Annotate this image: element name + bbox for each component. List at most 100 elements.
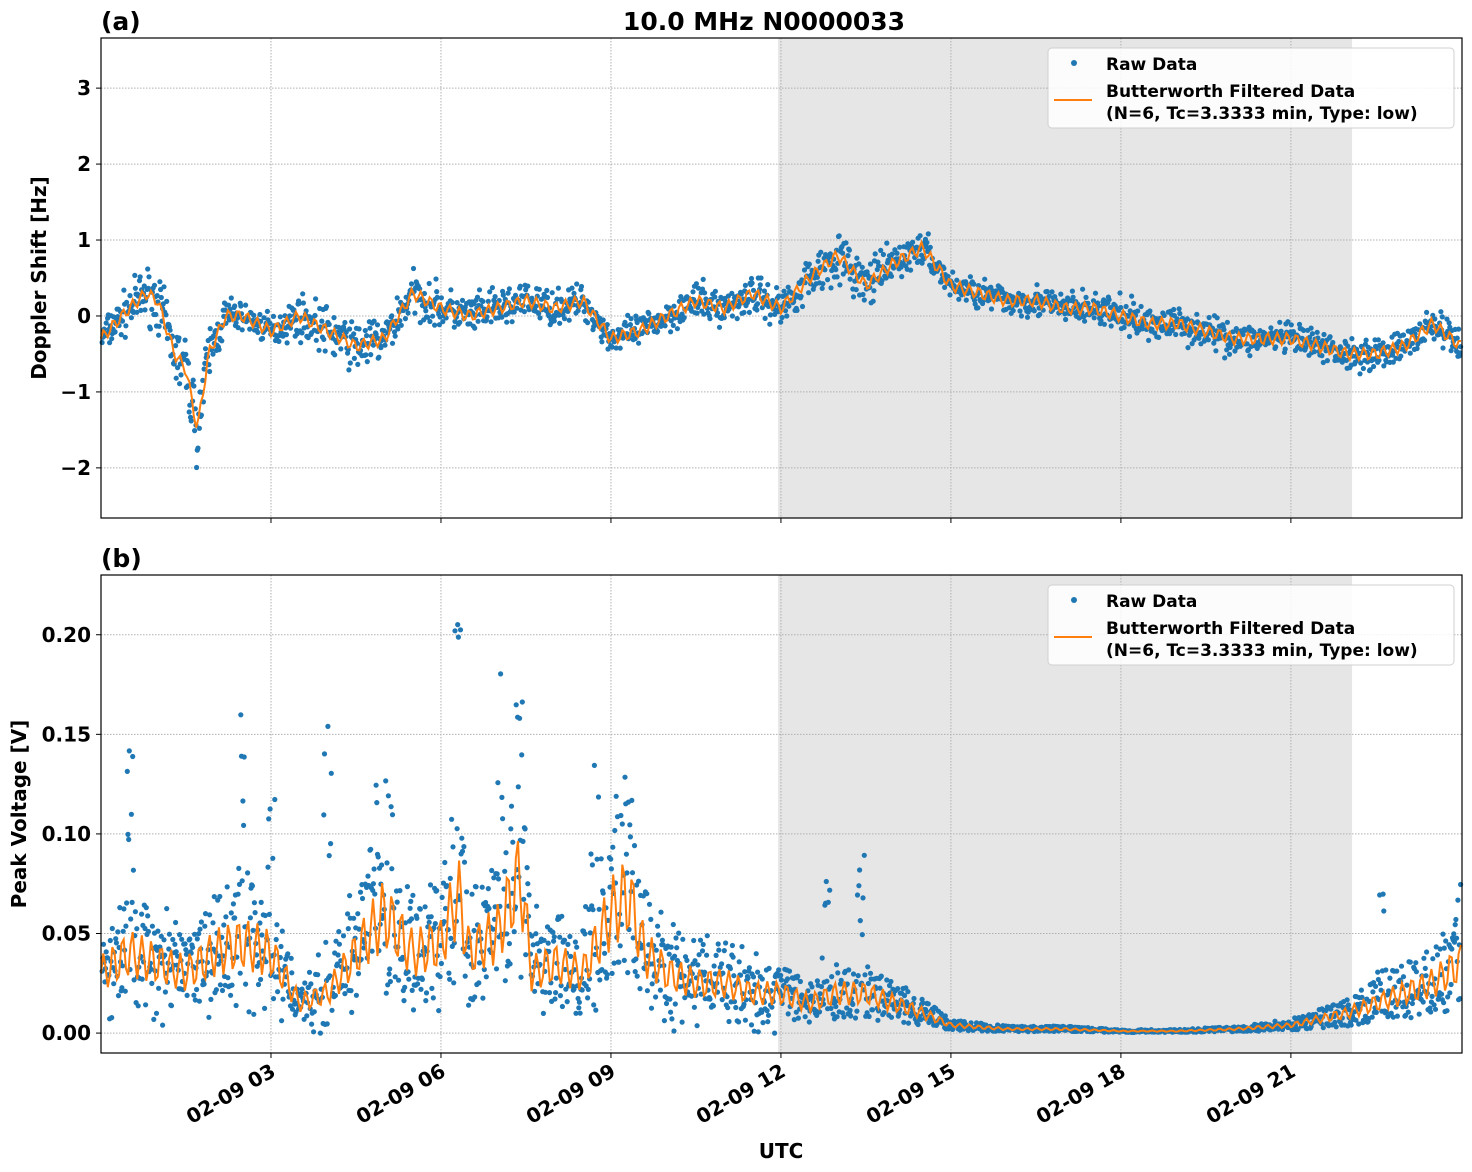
raw-data-point (1380, 891, 1386, 897)
raw-data-point (1161, 312, 1167, 318)
raw-data-point (802, 1014, 808, 1020)
raw-data-point (285, 951, 291, 957)
raw-data-point (542, 989, 549, 995)
raw-data-point (571, 290, 577, 296)
raw-data-point (551, 934, 557, 940)
raw-data-point (397, 888, 403, 894)
raw-data-point (280, 996, 286, 1002)
raw-data-point (574, 944, 580, 950)
raw-data-point (383, 990, 389, 996)
raw-data-point (1058, 291, 1064, 297)
raw-data-point (1407, 959, 1413, 965)
raw-data-point (166, 931, 172, 937)
raw-data-point (776, 967, 782, 973)
raw-data-point (519, 699, 525, 705)
raw-data-point (791, 1017, 797, 1023)
raw-data-point (488, 319, 494, 325)
raw-data-point (367, 325, 373, 331)
raw-data-point (499, 314, 505, 320)
raw-data-point (495, 780, 501, 786)
raw-data-point (820, 281, 826, 287)
raw-data-point (1214, 315, 1220, 321)
raw-data-point (544, 287, 550, 293)
raw-data-point (695, 962, 701, 968)
raw-data-point (124, 768, 130, 775)
raw-data-point (1146, 337, 1152, 343)
raw-data-point (506, 941, 512, 947)
raw-data-point (369, 948, 375, 954)
raw-data-point (190, 944, 196, 951)
raw-data-point (119, 963, 126, 969)
raw-data-point (113, 940, 119, 946)
raw-data-point (660, 942, 666, 948)
raw-data-point (288, 955, 294, 961)
raw-data-point (491, 875, 497, 881)
raw-data-point (587, 930, 593, 936)
raw-data-point (386, 971, 392, 977)
raw-data-point (797, 978, 804, 985)
raw-data-point (786, 303, 792, 309)
raw-data-point (707, 316, 713, 322)
raw-data-point (585, 320, 591, 326)
x-axis-label: UTC (759, 1139, 804, 1163)
raw-data-point (806, 290, 812, 296)
raw-data-point (861, 297, 867, 303)
raw-data-point (850, 1001, 856, 1008)
y-tick-label: −2 (60, 456, 91, 480)
raw-data-point (522, 826, 528, 832)
raw-data-point (446, 970, 452, 976)
raw-data-point (750, 287, 757, 293)
raw-data-point (521, 309, 528, 315)
raw-data-point (1444, 1008, 1450, 1014)
x-tick-label: 02-09 18 (1032, 1059, 1130, 1129)
raw-data-point (451, 980, 457, 986)
raw-data-point (1348, 1022, 1354, 1028)
raw-data-point (421, 290, 427, 297)
raw-data-point (895, 986, 901, 992)
raw-data-point (856, 261, 862, 267)
raw-data-point (729, 942, 736, 949)
raw-data-point (417, 906, 423, 912)
raw-data-point (432, 921, 438, 927)
raw-data-point (742, 1017, 749, 1023)
raw-data-point (779, 314, 785, 321)
raw-data-point (487, 289, 493, 295)
raw-data-point (418, 986, 424, 992)
raw-data-point (1147, 308, 1153, 314)
raw-data-point (899, 274, 905, 280)
raw-data-point (667, 996, 673, 1002)
x-tick-label: 02-09 03 (182, 1059, 280, 1129)
y-tick-label: 0.00 (42, 1021, 91, 1045)
raw-data-point (143, 1002, 149, 1008)
raw-data-point (1010, 308, 1016, 314)
raw-data-point (555, 285, 562, 291)
raw-data-point (1440, 345, 1446, 351)
raw-data-point (595, 794, 602, 800)
raw-data-point (208, 996, 214, 1003)
raw-data-point (243, 302, 249, 308)
raw-data-point (698, 991, 704, 997)
raw-data-point (637, 986, 643, 992)
raw-data-point (442, 859, 448, 866)
raw-data-point (588, 851, 594, 857)
raw-data-point (164, 906, 170, 912)
y-tick-label: 0.20 (42, 623, 91, 647)
raw-data-point (754, 307, 760, 313)
raw-data-point (345, 346, 351, 353)
raw-data-point (127, 293, 133, 299)
raw-data-point (383, 778, 389, 784)
raw-data-point (255, 981, 262, 988)
raw-data-point (1431, 1002, 1437, 1008)
raw-data-point (700, 941, 706, 948)
raw-data-point (398, 322, 404, 328)
raw-data-point (251, 900, 257, 906)
raw-data-point (484, 314, 490, 320)
raw-data-point (396, 977, 402, 983)
raw-data-point (502, 978, 508, 984)
raw-data-point (247, 915, 253, 921)
raw-data-point (602, 950, 608, 956)
raw-data-point (871, 288, 877, 294)
raw-data-point (1307, 334, 1313, 340)
raw-data-point (710, 1003, 717, 1009)
